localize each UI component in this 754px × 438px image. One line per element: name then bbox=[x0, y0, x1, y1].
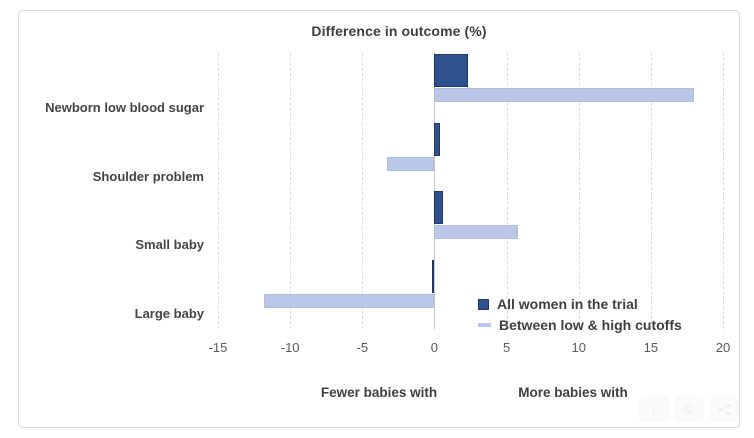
chart-title: Difference in outcome (%) bbox=[311, 23, 487, 39]
gridline bbox=[506, 53, 508, 329]
embed-toolbar: ↓ © bbox=[639, 396, 739, 422]
download-icon: ↓ bbox=[650, 401, 658, 417]
bar-trial-1 bbox=[434, 54, 468, 87]
x-tick-label: 5 bbox=[502, 340, 511, 355]
gridline bbox=[578, 53, 580, 329]
chart-card: Difference in outcome (%) Newborn low bl… bbox=[18, 10, 740, 428]
gridline bbox=[362, 53, 364, 329]
gridline bbox=[218, 53, 219, 329]
x-tick-label: 0 bbox=[430, 340, 439, 355]
category-label: Large baby bbox=[134, 305, 204, 321]
x-tick-label: -5 bbox=[356, 340, 369, 355]
category-label: Shoulder problem bbox=[92, 168, 204, 184]
download-button[interactable]: ↓ bbox=[639, 396, 669, 422]
legend-square-icon bbox=[478, 298, 489, 310]
x-tick-label: -10 bbox=[280, 340, 300, 355]
bar-cutoffs-4 bbox=[264, 293, 435, 308]
x-tick-label: 15 bbox=[643, 340, 659, 355]
bar-cutoffs-3 bbox=[434, 225, 519, 239]
cc-license-icon: © bbox=[683, 401, 695, 417]
x-tick-label: 10 bbox=[571, 340, 586, 355]
gridline bbox=[650, 53, 652, 329]
bar-cutoffs-2 bbox=[386, 156, 435, 171]
legend-dash-icon bbox=[478, 323, 491, 327]
category-label: Newborn low blood sugar bbox=[45, 100, 204, 115]
axis-note-fewer: Fewer babies with bbox=[320, 385, 438, 400]
share-button[interactable] bbox=[709, 396, 739, 422]
plot-area bbox=[218, 53, 724, 329]
category-label: Small baby bbox=[135, 237, 204, 252]
bar-trial-4 bbox=[431, 259, 435, 293]
legend-label: All women in the trial bbox=[497, 296, 638, 312]
bar-trial-2 bbox=[434, 122, 441, 156]
x-tick-label: -15 bbox=[208, 340, 228, 355]
bar-trial-3 bbox=[434, 191, 444, 224]
axis-note-more: More babies with bbox=[518, 385, 628, 400]
cc-license-button[interactable]: © bbox=[674, 396, 704, 422]
bar-cutoffs-1 bbox=[434, 88, 695, 102]
gridline bbox=[290, 53, 292, 329]
legend-label: Between low & high cutoffs bbox=[499, 317, 682, 333]
x-tick-label: 20 bbox=[715, 340, 731, 355]
gridline bbox=[723, 53, 724, 329]
legend-item: Between low & high cutoffs bbox=[478, 317, 682, 333]
legend: All women in the trial Between low & high… bbox=[478, 296, 682, 338]
legend-item: All women in the trial bbox=[478, 296, 682, 312]
share-icon bbox=[718, 403, 731, 416]
